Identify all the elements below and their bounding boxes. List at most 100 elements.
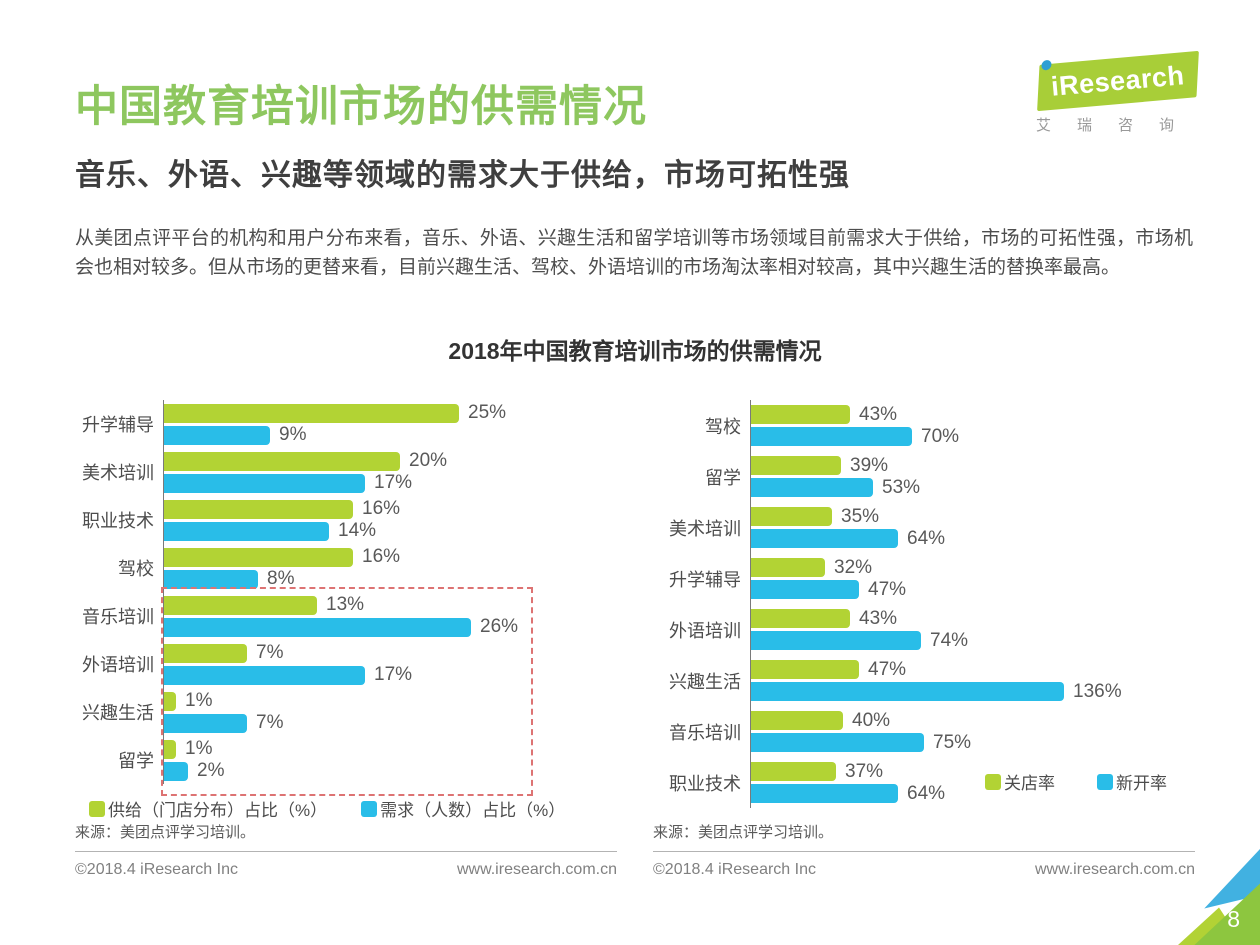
legend-item-close-rate: 关店率 — [985, 769, 1055, 794]
legend-label: 供给（门店分布）占比（%） — [108, 801, 328, 820]
green-bar — [751, 456, 841, 475]
green-bar — [164, 643, 247, 663]
value-label: 17% — [374, 472, 413, 493]
value-label: 64% — [907, 782, 946, 804]
blue-bar — [751, 733, 924, 752]
bar-group: 32% 47% — [750, 553, 1195, 604]
category-label: 外语培训 — [82, 655, 154, 675]
bar-group: 7% 17% — [163, 640, 617, 688]
bar-group: 16% 14% — [163, 496, 617, 544]
blue-bar — [164, 569, 258, 589]
bar-group: 43% 74% — [750, 604, 1195, 655]
legend-label: 新开率 — [1116, 774, 1167, 793]
page-title: 中国教育培训市场的供需情况 — [75, 83, 647, 131]
copyright-text: ©2018.4 iResearch Inc — [75, 861, 238, 878]
value-label: 20% — [409, 450, 448, 471]
blue-bar — [164, 425, 270, 445]
blue-bar — [164, 473, 365, 493]
green-bar — [164, 691, 176, 711]
value-label: 14% — [338, 520, 377, 541]
website-link[interactable]: www.iresearch.com.cn — [1034, 861, 1195, 878]
bar-row: 留学 1% 2% — [75, 736, 617, 784]
value-label: 75% — [933, 731, 972, 753]
bar-group: 1% 7% — [163, 688, 617, 736]
category-label: 留学 — [118, 751, 154, 771]
bar-row: 美术培训 20% 17% — [75, 448, 617, 496]
value-label: 64% — [907, 527, 946, 549]
bar-group: 20% 17% — [163, 448, 617, 496]
blue-bar — [164, 761, 188, 781]
value-label: 53% — [882, 476, 921, 498]
legend-item-supply: 供给（门店分布）占比（%） — [89, 796, 327, 821]
blue-bar — [751, 478, 873, 497]
value-label: 8% — [267, 568, 295, 589]
value-label: 43% — [859, 607, 898, 629]
value-label: 26% — [480, 616, 519, 637]
bar-group: 1% 2% — [163, 736, 617, 784]
green-bar — [164, 547, 353, 567]
legend-label: 需求（人数）占比（%） — [380, 801, 566, 820]
green-bar — [751, 711, 843, 730]
legend-swatch-blue-icon — [1097, 773, 1113, 790]
category-label: 兴趣生活 — [82, 703, 154, 723]
green-bar — [164, 739, 176, 759]
value-label: 2% — [197, 760, 225, 781]
legend-label: 关店率 — [1004, 774, 1055, 793]
page-number: 8 — [1227, 906, 1240, 932]
bar-group: 13% 26% — [163, 592, 617, 640]
value-label: 7% — [256, 642, 284, 663]
blue-bar — [164, 521, 329, 541]
bar-row: 音乐培训 40% 75% — [653, 706, 1195, 757]
bar-row: 兴趣生活 1% 7% — [75, 688, 617, 736]
green-bar — [751, 405, 850, 424]
value-label: 1% — [185, 738, 213, 759]
bar-row: 升学辅导 32% 47% — [653, 553, 1195, 604]
value-label: 35% — [841, 505, 880, 527]
legend-swatch-green-icon — [89, 800, 105, 817]
value-label: 16% — [362, 498, 401, 519]
charts-area: 升学辅导 25% 9% 美术培训 20% 17% 职业技术 16% 14% 驾校 16% 8% 音乐培训… — [75, 400, 1195, 879]
category-label: 升学辅导 — [669, 569, 741, 590]
value-label: 32% — [834, 556, 873, 578]
green-bar — [164, 451, 400, 471]
legend-item-open-rate: 新开率 — [1097, 769, 1167, 794]
green-bar — [751, 609, 850, 628]
bar-row: 升学辅导 25% 9% — [75, 400, 617, 448]
category-label: 升学辅导 — [82, 415, 154, 435]
chart-open-close-rate: 关店率 新开率 驾校 43% 70% 留学 39% 53% 美术培训 35% 64% 升学辅导 32… — [653, 400, 1195, 879]
blue-bar — [751, 580, 859, 599]
footer-divider — [75, 851, 617, 852]
bar-row: 职业技术 16% 14% — [75, 496, 617, 544]
value-label: 13% — [326, 594, 365, 615]
intro-paragraph: 从美团点评平台的机构和用户分布来看，音乐、外语、兴趣生活和留学培训等市场领域目前… — [75, 228, 1193, 278]
blue-bar — [751, 784, 898, 803]
blue-bar — [751, 631, 921, 650]
bar-row: 外语培训 7% 17% — [75, 640, 617, 688]
right-column-footer: 来源：美团点评学习培训。 ©2018.4 iResearch Inc www.i… — [653, 821, 1195, 879]
value-label: 40% — [852, 709, 891, 731]
category-label: 兴趣生活 — [669, 671, 741, 692]
category-label: 美术培训 — [82, 463, 154, 483]
category-label: 职业技术 — [669, 773, 741, 794]
bar-row: 驾校 43% 70% — [653, 400, 1195, 451]
logo-brand-text: iResearch — [1050, 59, 1186, 102]
footer-divider — [653, 851, 1195, 852]
value-label: 74% — [930, 629, 969, 651]
value-label: 16% — [362, 546, 401, 567]
blue-bar — [164, 665, 365, 685]
legend-item-demand: 需求（人数）占比（%） — [361, 796, 565, 821]
bar-group: 37% 64% — [750, 757, 1195, 808]
category-label: 驾校 — [705, 416, 741, 437]
bar-row: 留学 39% 53% — [653, 451, 1195, 502]
legend-supply-demand: 供给（门店分布）占比（%） 需求（人数）占比（%） — [89, 796, 617, 821]
blue-bar — [164, 713, 247, 733]
page-subtitle: 音乐、外语、兴趣等领域的需求大于供给，市场可拓性强 — [75, 159, 850, 192]
blue-bar — [164, 617, 471, 637]
logo-i-dot-icon — [1041, 59, 1052, 71]
chart-supply-demand: 升学辅导 25% 9% 美术培训 20% 17% 职业技术 16% 14% 驾校 16% 8% 音乐培训… — [75, 400, 617, 879]
website-link[interactable]: www.iresearch.com.cn — [456, 861, 617, 878]
green-bar — [751, 507, 832, 526]
green-bar — [164, 499, 353, 519]
source-note: 来源：美团点评学习培训。 — [75, 824, 256, 841]
